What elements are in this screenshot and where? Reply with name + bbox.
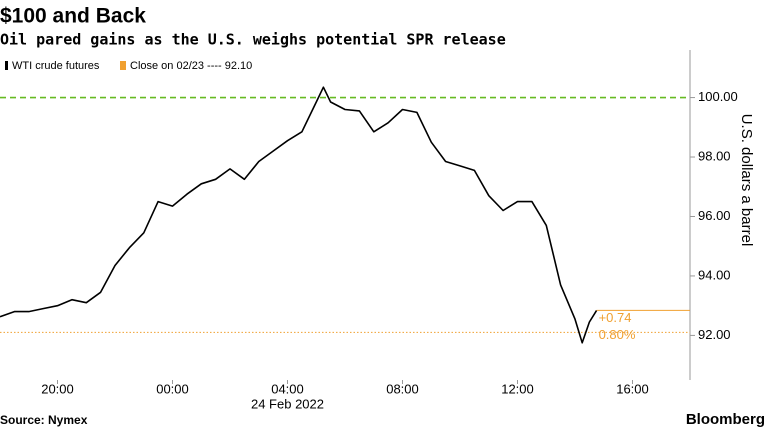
legend-icon — [120, 61, 126, 70]
y-tick-label: 98.00 — [698, 148, 731, 163]
annotation: 0.80% — [599, 327, 636, 342]
y-axis-label: U.S. dollars a barrel — [738, 114, 755, 247]
brand: Bloomberg — [686, 411, 765, 428]
legend-icon — [5, 61, 8, 70]
date-label: 24 Feb 2022 — [251, 396, 324, 411]
source: Source: Nymex — [0, 413, 88, 427]
legend-label: Close on 02/23 ---- 92.10 — [130, 60, 252, 72]
annotation: +0.74 — [599, 310, 632, 325]
chart-subtitle: Oil pared gains as the U.S. weighs poten… — [0, 31, 506, 49]
legend-label: WTI crude futures — [12, 60, 100, 72]
x-tick-label: 12:00 — [501, 381, 534, 396]
y-tick-label: 94.00 — [698, 267, 731, 282]
x-tick-label: 00:00 — [156, 381, 189, 396]
y-tick-label: 96.00 — [698, 208, 731, 223]
x-tick-label: 04:00 — [271, 381, 304, 396]
y-tick-label: 92.00 — [698, 327, 731, 342]
x-tick-label: 16:00 — [616, 381, 649, 396]
price-line — [0, 86, 598, 344]
chart-title: $100 and Back — [0, 5, 146, 28]
x-tick-label: 08:00 — [386, 381, 419, 396]
x-tick-label: 20:00 — [41, 381, 74, 396]
y-tick-label: 100.00 — [698, 89, 738, 104]
